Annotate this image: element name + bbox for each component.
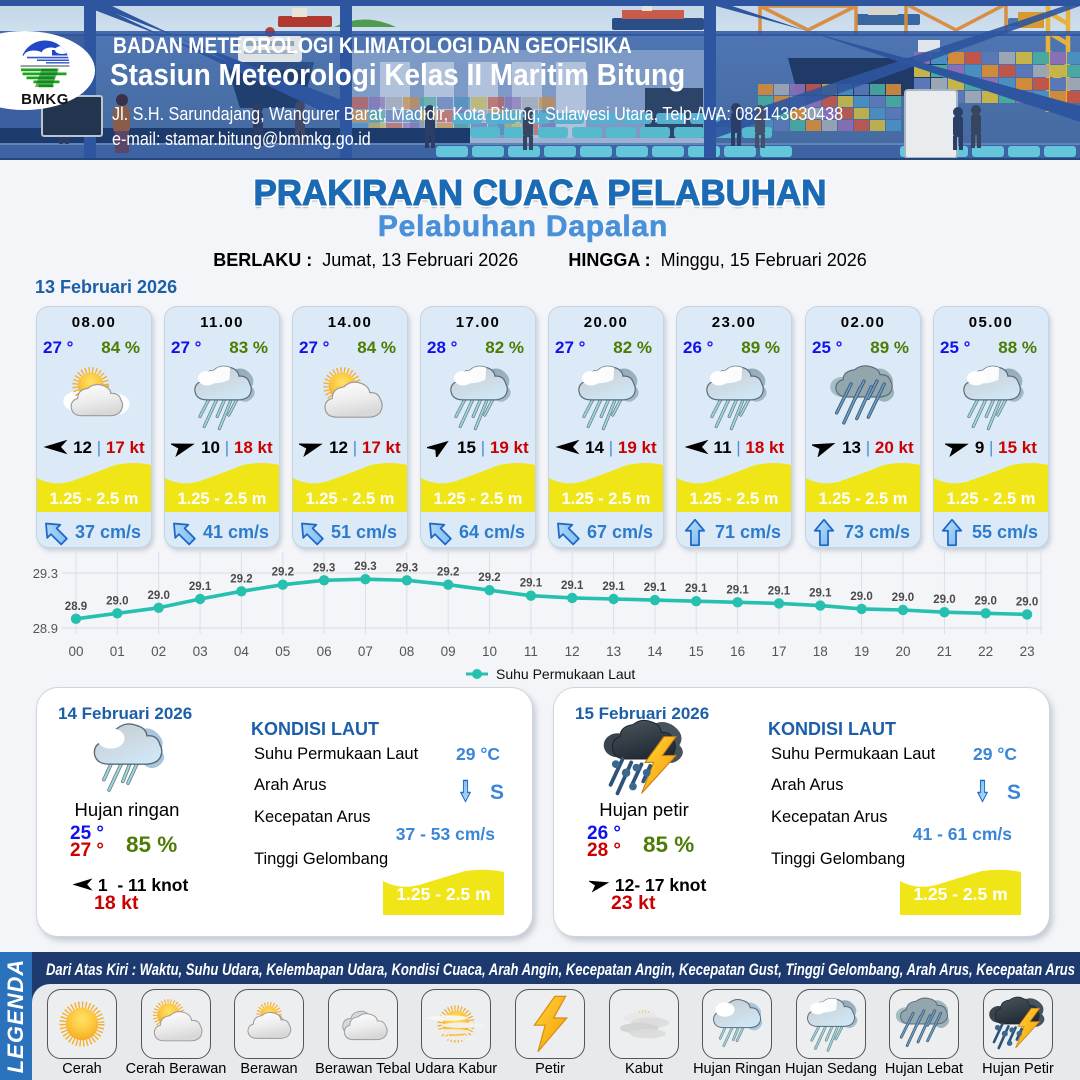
svg-text:03: 03 bbox=[193, 644, 208, 659]
svg-text:06: 06 bbox=[317, 644, 332, 659]
svg-text:29.1: 29.1 bbox=[809, 588, 832, 600]
svg-text:29.1: 29.1 bbox=[644, 582, 667, 594]
svg-text:29.1: 29.1 bbox=[561, 580, 584, 592]
svg-text:08: 08 bbox=[399, 644, 414, 659]
svg-text:12: 12 bbox=[565, 644, 580, 659]
svg-text:05: 05 bbox=[275, 644, 290, 659]
svg-text:29.2: 29.2 bbox=[478, 572, 500, 584]
svg-text:29.0: 29.0 bbox=[106, 595, 128, 607]
svg-text:29.0: 29.0 bbox=[850, 591, 872, 603]
svg-text:16: 16 bbox=[730, 644, 745, 659]
svg-text:21: 21 bbox=[937, 644, 952, 659]
svg-text:04: 04 bbox=[234, 644, 250, 659]
svg-text:29.1: 29.1 bbox=[602, 581, 625, 593]
svg-text:13: 13 bbox=[606, 644, 621, 659]
svg-text:00: 00 bbox=[68, 644, 83, 659]
svg-text:02: 02 bbox=[151, 644, 166, 659]
svg-text:Suhu Permukaan Laut: Suhu Permukaan Laut bbox=[496, 666, 635, 682]
svg-text:29.0: 29.0 bbox=[148, 590, 170, 602]
svg-text:11: 11 bbox=[524, 644, 538, 659]
svg-text:29.0: 29.0 bbox=[933, 594, 955, 606]
svg-text:29.3: 29.3 bbox=[354, 561, 376, 573]
svg-text:23: 23 bbox=[1020, 644, 1035, 659]
svg-text:29.1: 29.1 bbox=[520, 578, 543, 590]
svg-text:29.1: 29.1 bbox=[768, 585, 791, 597]
svg-text:09: 09 bbox=[441, 644, 456, 659]
svg-text:28.9: 28.9 bbox=[65, 601, 87, 613]
svg-text:07: 07 bbox=[358, 644, 373, 659]
svg-text:29.1: 29.1 bbox=[685, 583, 708, 595]
svg-text:20: 20 bbox=[895, 644, 910, 659]
svg-text:01: 01 bbox=[110, 644, 125, 659]
svg-text:29.1: 29.1 bbox=[726, 584, 749, 596]
svg-text:29.3: 29.3 bbox=[313, 562, 335, 574]
svg-text:22: 22 bbox=[978, 644, 993, 659]
svg-text:28.9: 28.9 bbox=[33, 621, 58, 636]
svg-text:29.3: 29.3 bbox=[396, 562, 418, 574]
svg-text:14: 14 bbox=[647, 644, 663, 659]
svg-text:17: 17 bbox=[771, 644, 786, 659]
svg-text:29.1: 29.1 bbox=[189, 581, 212, 593]
svg-text:29.0: 29.0 bbox=[975, 595, 997, 607]
svg-text:18: 18 bbox=[813, 644, 828, 659]
svg-text:19: 19 bbox=[854, 644, 869, 659]
svg-text:29.2: 29.2 bbox=[437, 567, 459, 579]
svg-text:10: 10 bbox=[482, 644, 497, 659]
svg-text:15: 15 bbox=[689, 644, 704, 659]
svg-text:29.0: 29.0 bbox=[1016, 596, 1038, 608]
svg-text:29.2: 29.2 bbox=[230, 573, 252, 585]
svg-text:29.2: 29.2 bbox=[272, 567, 294, 579]
svg-text:29.3: 29.3 bbox=[33, 566, 58, 581]
svg-text:29.0: 29.0 bbox=[892, 592, 914, 604]
